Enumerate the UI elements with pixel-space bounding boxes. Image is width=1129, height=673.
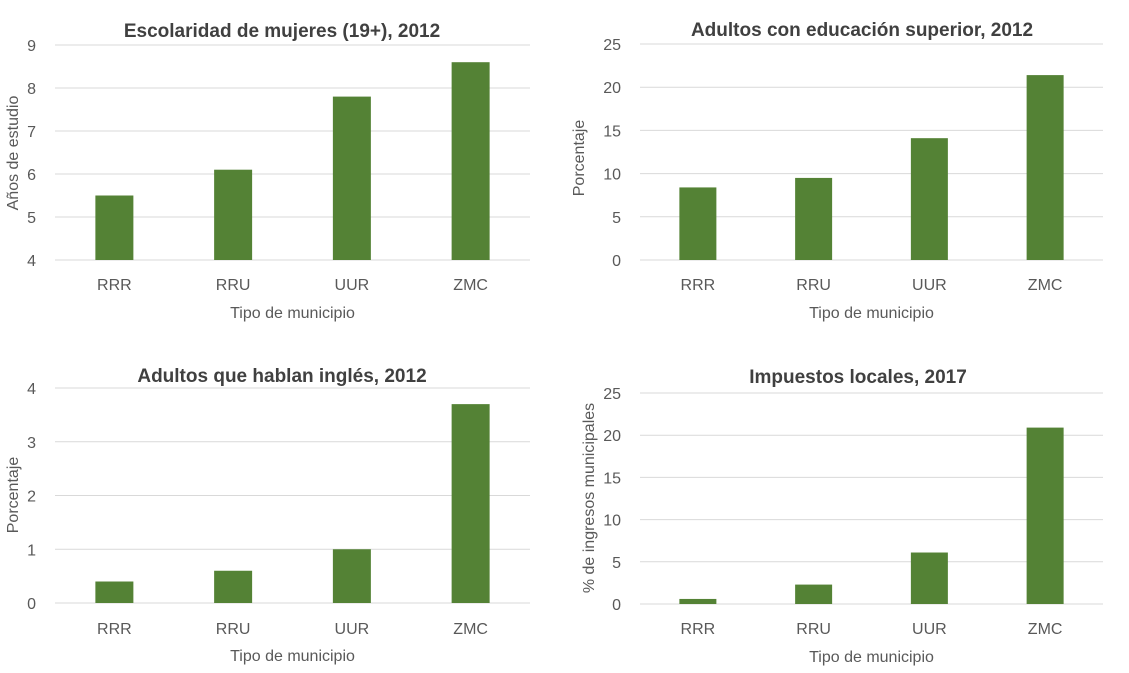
y-tick-label: 25 <box>603 37 621 54</box>
y-tick-label: 5 <box>612 210 621 227</box>
y-tick-label: 20 <box>603 80 621 97</box>
chart-impuestos-locales: Impuestos locales, 2017 0 5 10 15 20 25 RRR RRU U… <box>565 345 1125 673</box>
bar-uur <box>910 552 948 604</box>
bar-uur <box>332 549 371 603</box>
chart-educacion-superior: Adultos con educación superior, 2012 0 5 10… <box>565 0 1125 340</box>
y-tick-label: 4 <box>27 381 36 398</box>
x-tick-label: RRR <box>681 277 716 294</box>
y-tick-label: 8 <box>27 81 36 98</box>
x-tick-label: UUR <box>912 621 947 638</box>
y-tick-label: 6 <box>27 167 36 184</box>
bar-uur <box>332 96 371 260</box>
x-tick-label: RRU <box>216 621 251 638</box>
y-tick-label: 5 <box>27 210 36 227</box>
x-tick-label: ZMC <box>1028 621 1063 638</box>
bar-zmc <box>1026 75 1064 260</box>
chart-title: Adultos que hablan inglés, 2012 <box>137 366 426 387</box>
y-tick-label: 5 <box>612 555 621 572</box>
chart-escolaridad-mujeres: Escolaridad de mujeres (19+), 2012 4 5 6 7 8 9… <box>0 0 560 340</box>
bar-zmc <box>451 62 490 261</box>
x-axis-label: Tipo de municipio <box>809 649 934 666</box>
x-axis-label: Tipo de municipio <box>230 305 355 322</box>
bar-zmc <box>1026 427 1064 604</box>
x-tick-label: UUR <box>335 277 370 294</box>
bar-rru <box>214 169 253 260</box>
bar-rrr <box>95 195 134 260</box>
chart-svg: Impuestos locales, 2017 0 5 10 15 20 25 RRR RRU U… <box>581 367 1103 666</box>
y-tick-label: 2 <box>27 489 36 506</box>
chart-svg: Adultos que hablan inglés, 2012 0 1 2 3 4 RRR R… <box>5 366 530 665</box>
x-tick-label: UUR <box>335 621 370 638</box>
x-tick-label: RRR <box>97 277 132 294</box>
y-tick-label: 15 <box>603 123 621 140</box>
bar-rrr <box>95 581 134 603</box>
y-tick-label: 15 <box>603 470 621 487</box>
y-tick-label: 0 <box>612 253 621 270</box>
y-tick-label: 4 <box>27 253 36 270</box>
x-tick-label: ZMC <box>453 621 488 638</box>
x-tick-label: RRU <box>216 277 251 294</box>
y-tick-label: 10 <box>603 167 621 184</box>
y-tick-label: 20 <box>603 428 621 445</box>
chart-hablan-ingles: Adultos que hablan inglés, 2012 0 1 2 3 4 RRR R… <box>0 345 560 673</box>
x-tick-label: ZMC <box>453 277 488 294</box>
y-tick-label: 10 <box>603 513 621 530</box>
chart-title: Adultos con educación superior, 2012 <box>691 20 1033 41</box>
bar-zmc <box>451 404 490 603</box>
y-tick-label: 0 <box>27 596 36 613</box>
y-axis-label: Porcentaje <box>571 120 588 197</box>
y-axis-label: % de ingresos municipales <box>581 403 598 593</box>
chart-svg: Escolaridad de mujeres (19+), 2012 4 5 6 7 8 9… <box>5 21 530 322</box>
y-tick-label: 0 <box>612 597 621 614</box>
x-tick-label: RRU <box>796 277 831 294</box>
bar-rru <box>795 177 833 260</box>
x-tick-label: UUR <box>912 277 947 294</box>
x-axis-label: Tipo de municipio <box>230 648 355 665</box>
bar-rru <box>214 570 253 603</box>
y-tick-label: 3 <box>27 435 36 452</box>
bar-rru <box>795 584 833 604</box>
bar-uur <box>910 138 948 260</box>
x-tick-label: RRR <box>97 621 132 638</box>
chart-title: Impuestos locales, 2017 <box>749 367 967 388</box>
x-axis-label: Tipo de municipio <box>809 305 934 322</box>
y-tick-label: 25 <box>603 386 621 403</box>
y-axis-label: Porcentaje <box>5 457 22 534</box>
y-tick-label: 7 <box>27 124 36 141</box>
x-tick-label: ZMC <box>1028 277 1063 294</box>
chart-title: Escolaridad de mujeres (19+), 2012 <box>124 21 440 42</box>
y-tick-label: 9 <box>27 38 36 55</box>
chart-svg: Adultos con educación superior, 2012 0 5 10… <box>571 20 1103 322</box>
y-tick-label: 1 <box>27 542 36 559</box>
bar-rrr <box>679 187 717 260</box>
y-axis-label: Años de estudio <box>5 96 22 211</box>
bar-rrr <box>679 598 717 604</box>
x-tick-label: RRR <box>681 621 716 638</box>
x-tick-label: RRU <box>796 621 831 638</box>
